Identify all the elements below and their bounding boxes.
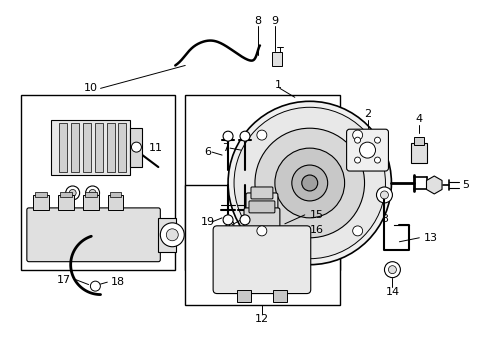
Bar [95,123,102,172]
Circle shape [240,215,250,225]
Bar [185,95,340,270]
Circle shape [257,130,267,140]
Circle shape [160,223,184,247]
Text: 2: 2 [364,109,371,119]
Text: 11: 11 [148,143,162,153]
Text: 14: 14 [385,287,399,297]
Text: 18: 18 [111,277,125,287]
FancyBboxPatch shape [27,208,160,262]
Text: 3: 3 [381,214,388,224]
Bar [106,123,115,172]
Bar [273,289,287,302]
Bar [83,123,91,172]
Bar [33,195,49,210]
FancyBboxPatch shape [346,129,389,171]
Text: 6: 6 [205,147,212,157]
Text: 12: 12 [255,314,269,324]
Circle shape [275,148,344,218]
Text: 16: 16 [310,225,324,235]
Bar [51,120,130,175]
Text: 8: 8 [254,15,262,26]
Bar [185,185,340,305]
Circle shape [292,165,328,201]
Circle shape [240,131,250,141]
Text: 7: 7 [222,143,230,153]
Text: 17: 17 [56,275,71,285]
Bar [119,123,126,172]
Circle shape [389,266,396,274]
Bar [415,137,424,145]
Text: 1: 1 [274,80,281,90]
Bar [272,53,282,67]
FancyBboxPatch shape [249,201,275,213]
FancyBboxPatch shape [246,193,278,211]
Bar [130,128,143,167]
Circle shape [374,137,380,143]
Circle shape [355,137,361,143]
Circle shape [374,157,380,163]
Circle shape [360,142,375,158]
Text: 5: 5 [462,180,469,190]
Circle shape [380,191,389,199]
Text: 13: 13 [424,233,439,243]
Circle shape [131,142,142,152]
Circle shape [66,186,80,200]
Circle shape [355,157,361,163]
Bar [59,123,67,172]
Bar [60,192,72,197]
Bar [83,195,98,210]
Bar [35,192,47,197]
Circle shape [234,107,386,259]
Text: 15: 15 [310,210,324,220]
Bar [237,289,251,302]
Circle shape [166,229,178,241]
FancyBboxPatch shape [244,208,280,228]
Text: 9: 9 [271,15,278,26]
Circle shape [89,189,96,197]
Circle shape [69,189,76,197]
Bar [412,143,427,163]
Circle shape [228,101,392,265]
Text: 20: 20 [221,221,235,231]
Circle shape [385,262,400,278]
Text: 4: 4 [416,114,423,124]
Bar [107,195,123,210]
Circle shape [86,186,99,200]
Bar [110,192,122,197]
Text: 19: 19 [201,217,215,227]
Bar [58,195,74,210]
FancyBboxPatch shape [213,226,311,293]
Text: 10: 10 [84,84,98,93]
Circle shape [223,215,233,225]
Circle shape [90,281,100,291]
Circle shape [257,226,267,236]
Circle shape [353,226,363,236]
Bar [85,192,97,197]
Circle shape [353,130,363,140]
Circle shape [223,131,233,141]
Bar [71,123,78,172]
Circle shape [302,175,318,191]
Circle shape [376,187,392,203]
FancyBboxPatch shape [251,187,273,199]
Bar [21,95,175,270]
Bar [158,218,176,252]
Circle shape [255,128,365,238]
